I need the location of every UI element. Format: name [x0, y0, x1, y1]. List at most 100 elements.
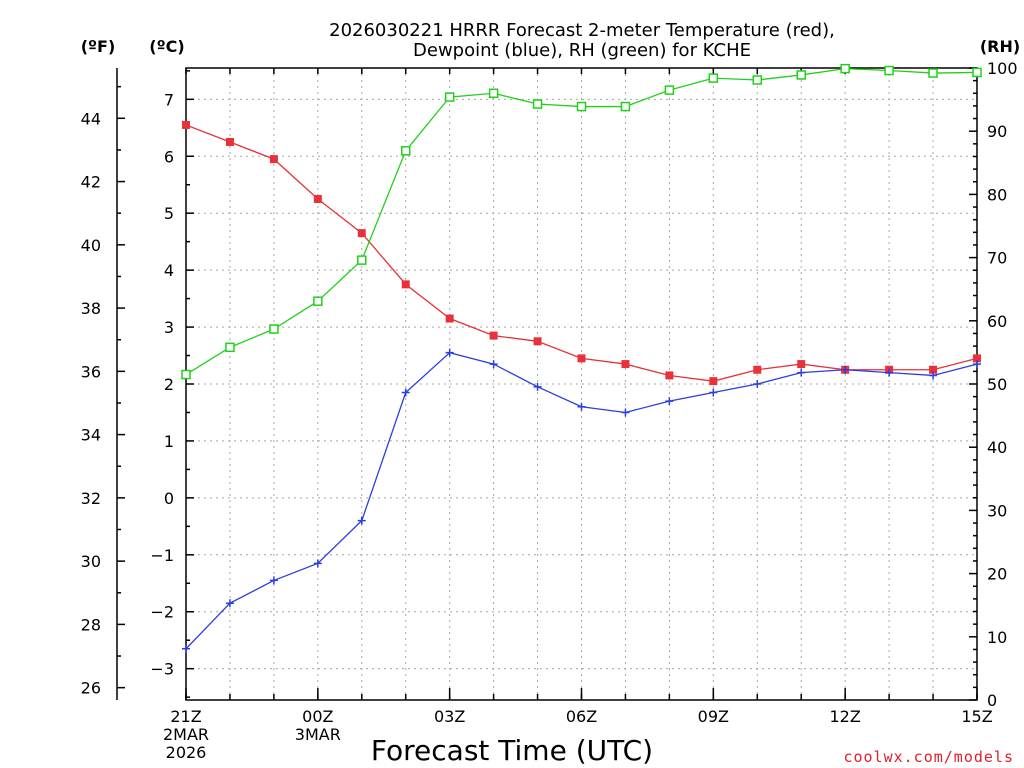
dewpoint-point	[709, 388, 718, 397]
dewpoint-point	[621, 408, 630, 417]
credit-text: coolwx.com/models	[843, 748, 1014, 766]
x-tick-label: 00Z	[302, 707, 333, 726]
rh-line	[185, 67, 978, 376]
c-tick-label: 5	[164, 204, 174, 223]
rh-tick-label: 10	[987, 628, 1007, 647]
f-tick-label: 38	[81, 299, 101, 318]
chart-title-line-2: Dewpoint (blue), RH (green) for KCHE	[413, 40, 751, 61]
rh-point	[840, 63, 850, 74]
dewpoint-point	[445, 348, 454, 357]
f-tick-label: 26	[81, 679, 101, 698]
dewpoint-point	[797, 368, 806, 377]
temperature-point	[401, 280, 410, 289]
x-tick-date: 3MAR	[295, 725, 341, 744]
rh-point	[708, 73, 719, 83]
rh-tick-label: 50	[987, 375, 1007, 394]
rh-point	[269, 324, 279, 334]
rh-point	[444, 92, 455, 102]
x-tick-label: 21Z	[170, 707, 201, 726]
rh-point	[972, 67, 982, 78]
dewpoint-point	[313, 559, 322, 568]
c-tick-label: 2	[164, 375, 174, 394]
dewpoint-point	[885, 368, 894, 377]
x-axis-label: Forecast Time (UTC)	[371, 734, 653, 767]
x-tick-label: 09Z	[698, 707, 729, 726]
dewpoint-point	[182, 644, 190, 653]
rh-tick-label: 90	[987, 122, 1007, 141]
c-tick-label: −1	[150, 546, 174, 565]
temperature-point	[182, 120, 190, 129]
temperature-point	[577, 354, 586, 363]
celsius-axis: −3 −2 −1 0 1 2 3 4 5 6 7	[150, 70, 194, 698]
temperature-point	[225, 138, 234, 147]
rh-point	[796, 70, 806, 80]
dewpoint-point	[753, 380, 762, 388]
x-tick-label: 06Z	[566, 707, 597, 726]
rh-axis-unit: (RH)	[980, 37, 1020, 56]
temperature-point	[445, 314, 454, 323]
temperature-point	[665, 371, 674, 380]
c-tick-label: 3	[164, 318, 174, 337]
rh-tick-label: 30	[987, 501, 1007, 520]
c-tick-label: −3	[150, 660, 174, 679]
temperature-point	[269, 155, 278, 164]
rh-point	[884, 65, 894, 76]
c-tick-label: −2	[150, 603, 174, 622]
c-tick-label: 4	[164, 261, 174, 280]
dewpoint-point	[489, 360, 498, 369]
temperature-point	[313, 194, 322, 203]
rh-tick-label: 40	[987, 438, 1007, 457]
temperature-point	[489, 331, 498, 340]
celsius-axis-unit: (ºC)	[149, 37, 184, 56]
rh-point	[620, 101, 631, 112]
f-tick-label: 28	[81, 615, 101, 634]
dewpoint-point	[665, 397, 674, 406]
temperature-point	[709, 377, 718, 386]
rh-point	[488, 88, 499, 99]
f-tick-label: 32	[81, 489, 101, 508]
fahrenheit-axis: 26 28 30 32 34 36 38 40 42 44	[81, 68, 125, 700]
fahrenheit-axis-unit: (ºF)	[81, 37, 116, 56]
temperature-point	[973, 354, 981, 363]
x-tick-year: 2026	[166, 743, 207, 762]
temperature-point	[621, 360, 630, 369]
dewpoint-point	[841, 365, 850, 374]
f-tick-label: 44	[81, 109, 101, 128]
f-tick-label: 36	[81, 362, 101, 381]
temperature-point	[797, 360, 806, 369]
rh-point	[576, 101, 587, 112]
f-tick-label: 34	[81, 426, 101, 445]
rh-point	[313, 296, 323, 306]
dewpoint-point	[929, 371, 938, 380]
dewpoint-point	[269, 576, 278, 585]
rh-point	[400, 146, 411, 156]
dewpoint-point	[577, 402, 586, 411]
rh-axis: 0 10 20 30 40 50 60 70 80 90 100	[969, 59, 1018, 710]
c-tick-label: 7	[164, 90, 174, 109]
x-tick-date: 2MAR	[163, 725, 209, 744]
rh-point	[225, 342, 235, 353]
x-tick-label: 12Z	[830, 707, 861, 726]
dewpoint-point	[225, 599, 234, 608]
grid-lines	[186, 68, 977, 700]
c-tick-label: 6	[164, 147, 174, 166]
temperature-point	[929, 365, 938, 374]
rh-tick-label: 70	[987, 249, 1007, 268]
rh-point	[664, 85, 675, 95]
rh-tick-label: 0	[987, 691, 997, 710]
x-tick-label: 15Z	[961, 707, 992, 726]
temperature-line	[185, 124, 978, 382]
f-tick-label: 40	[81, 236, 101, 255]
temperature-point	[533, 337, 542, 346]
x-tick-label: 03Z	[434, 707, 465, 726]
data-series	[181, 63, 982, 653]
f-tick-label: 30	[81, 552, 101, 571]
chart-title-line-1: 2026030221 HRRR Forecast 2-meter Tempera…	[329, 20, 835, 41]
dewpoint-point	[973, 360, 981, 369]
f-tick-label: 42	[81, 173, 101, 192]
dewpoint-point	[357, 516, 366, 525]
c-tick-label: 0	[164, 489, 174, 508]
c-tick-label: 1	[164, 432, 174, 451]
